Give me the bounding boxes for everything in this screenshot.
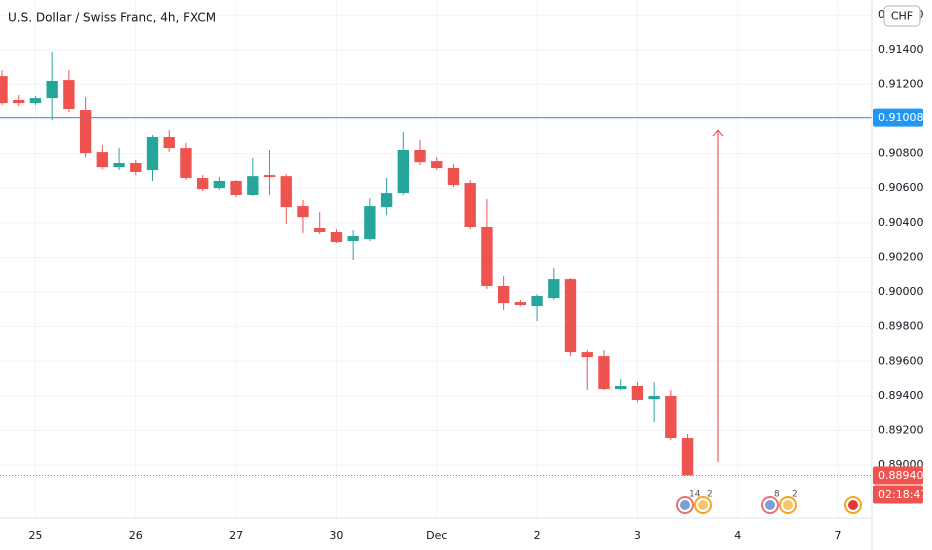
candle-body (63, 80, 75, 109)
candle-body (96, 152, 109, 168)
candle-body (514, 302, 527, 306)
x-tick-label: 27 (229, 529, 243, 542)
currency-label: CHF (891, 10, 913, 23)
candle-body (598, 356, 610, 390)
candle-body (347, 235, 359, 242)
x-tick-label: 26 (129, 529, 143, 542)
event-icon-flag (698, 500, 708, 510)
x-tick-label: 25 (28, 529, 42, 542)
y-tick-label: 0.90200 (878, 250, 924, 263)
y-tick-label: 0.91400 (878, 43, 924, 56)
candle-body (531, 296, 543, 307)
x-tick-label: 30 (329, 529, 343, 542)
candle-body (130, 162, 142, 172)
x-tick-label: 4 (734, 529, 741, 542)
candle-body (681, 438, 694, 476)
candle-body (330, 232, 343, 243)
candle-body (665, 396, 677, 439)
y-tick-label: 0.89200 (878, 423, 924, 436)
candle-body (481, 226, 493, 286)
y-tick-label: 0.89400 (878, 389, 924, 402)
candle-body (230, 180, 242, 195)
y-tick-label: 0.89800 (878, 320, 924, 333)
y-tick-label: 0.89600 (878, 354, 924, 367)
candle-body (79, 110, 92, 154)
candle-body (247, 176, 259, 195)
candle-body (648, 396, 660, 400)
countdown-bg (873, 485, 923, 504)
candle-body (548, 279, 560, 299)
event-count: 14 (689, 490, 701, 500)
countdown-label: 02:18:47 (878, 488, 927, 501)
candle-body (280, 176, 292, 208)
event-count: 2 (707, 490, 713, 500)
price-line-label: 0.91008 (878, 111, 924, 124)
candle-body (196, 178, 209, 190)
candle-body (447, 167, 460, 186)
candle-body (13, 100, 25, 104)
arrow-head (712, 129, 724, 137)
candle-body (414, 150, 426, 163)
candle-body (263, 175, 276, 177)
candle-body (364, 206, 376, 240)
event-count: 8 (774, 490, 780, 500)
price-line-label-bg (873, 108, 923, 127)
event-count: 2 (792, 490, 798, 500)
x-tick-label: Dec (426, 529, 447, 542)
candle-body (431, 161, 443, 168)
last-price-label-bg (873, 466, 923, 485)
x-tick-label: 7 (835, 529, 842, 542)
candle-body (213, 180, 226, 189)
candle-body (297, 206, 309, 218)
candle-body (0, 76, 8, 104)
candle-body (397, 150, 409, 194)
candle-body (380, 193, 393, 208)
candle-body (163, 137, 175, 149)
event-icon-flag (848, 500, 858, 510)
candle-body (564, 279, 577, 353)
y-tick-label: 0.90800 (878, 147, 924, 160)
event-icon-flag (783, 500, 793, 510)
candle-body (180, 148, 192, 179)
candle-body (581, 352, 593, 358)
candle-body (614, 385, 627, 390)
candle-body (46, 80, 58, 99)
y-tick-label: 0.90000 (878, 285, 924, 298)
candle-body (146, 137, 159, 171)
y-tick-label: 0.91200 (878, 77, 924, 90)
candle-body (314, 228, 326, 233)
currency-badge[interactable] (883, 5, 921, 27)
candle-body (631, 385, 644, 401)
y-tick-label: 0.90400 (878, 216, 924, 229)
last-price-label: 0.88940 (878, 469, 924, 482)
x-tick-label: 2 (534, 529, 541, 542)
x-tick-label: 3 (634, 529, 641, 542)
y-tick-label: 0.90600 (878, 181, 924, 194)
candle-body (29, 98, 42, 104)
candle-body (464, 183, 476, 227)
candle-body (113, 162, 125, 168)
chart-title: U.S. Dollar / Swiss Franc, 4h, FXCM (8, 11, 216, 25)
event-icon-flag (765, 500, 775, 510)
event-icon-flag (680, 500, 690, 510)
candle-body (497, 285, 510, 304)
